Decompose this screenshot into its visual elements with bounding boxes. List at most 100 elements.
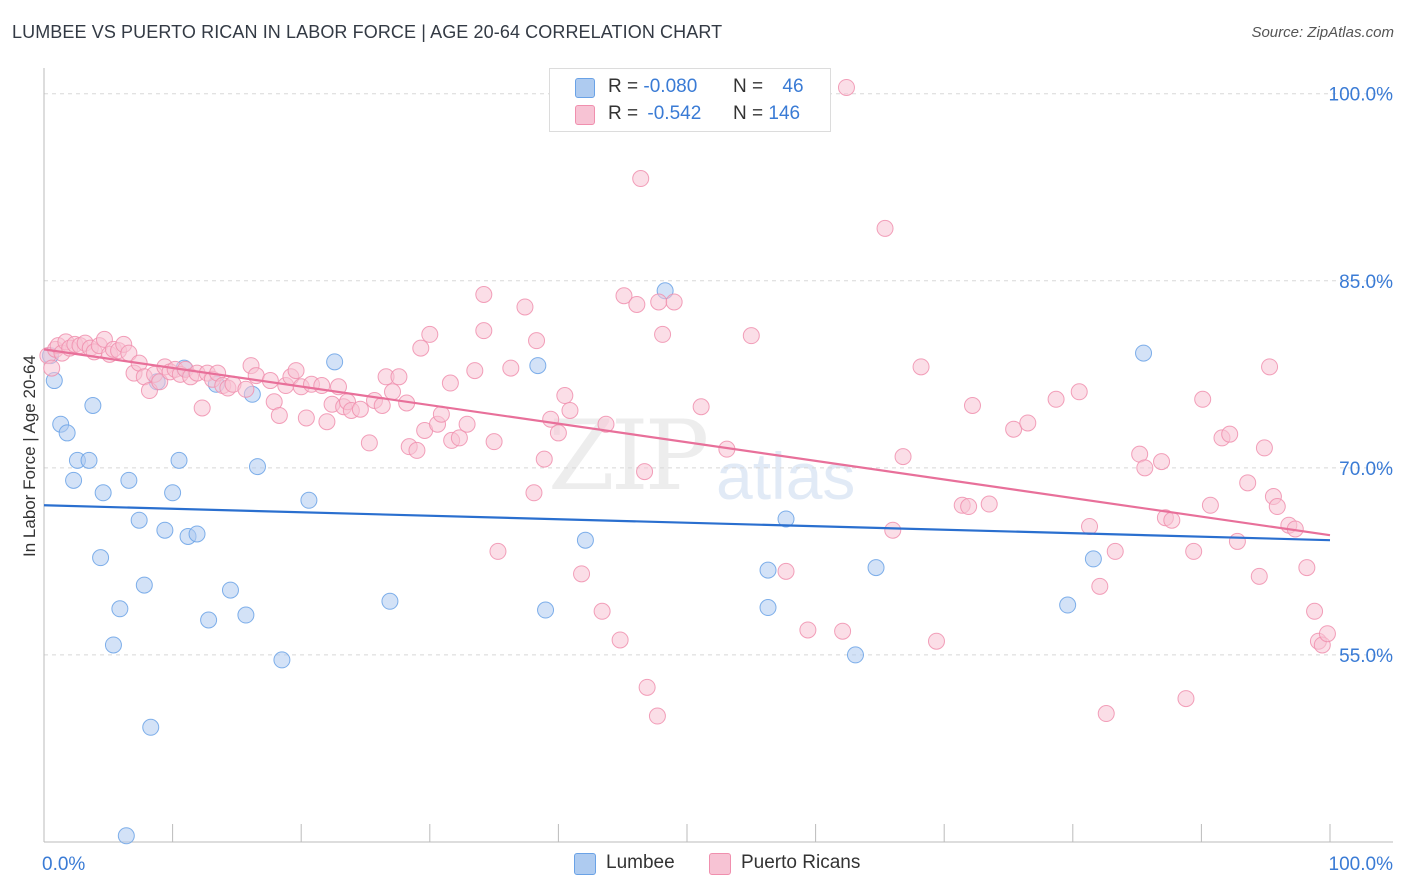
lumbee-swatch xyxy=(575,78,595,98)
watermark-zip: ZIP xyxy=(548,400,709,512)
puerto-point-110 xyxy=(837,78,855,96)
legend-row-lumbee: R = -0.080 N = 46 xyxy=(550,74,830,100)
y-tick-labels: 55.0% 70.0% 85.0% 100.0% xyxy=(1329,85,1394,667)
puerto-point-123 xyxy=(1047,390,1065,408)
puerto-point-94 xyxy=(611,631,629,649)
puerto-point-120 xyxy=(980,495,998,513)
puerto-point-80 xyxy=(485,433,503,451)
lumbee-trend-line xyxy=(43,504,1331,542)
lumbee-point-28 xyxy=(248,458,266,476)
y-tick-label-1: 70.0% xyxy=(1339,459,1393,480)
puerto-point-73 xyxy=(441,374,459,392)
lumbee-point-3 xyxy=(58,424,76,442)
puerto-point-115 xyxy=(912,358,930,376)
puerto-point-95 xyxy=(615,287,633,305)
puerto-point-76 xyxy=(458,415,476,433)
puerto-point-149 xyxy=(1298,559,1316,577)
puerto-point-125 xyxy=(1081,517,1099,535)
lumbee-point-32 xyxy=(381,592,399,610)
puerto-point-83 xyxy=(516,298,534,316)
puerto-r-label: R = xyxy=(608,103,639,124)
bottom-legend-lumbee[interactable]: Lumbee xyxy=(574,852,675,875)
puerto-point-127 xyxy=(1097,705,1115,723)
puerto-point-103 xyxy=(665,293,683,311)
puerto-point-32 xyxy=(193,399,211,417)
puerto-point-136 xyxy=(1194,390,1212,408)
lumbee-n-value: 46 xyxy=(782,76,804,97)
puerto-point-121 xyxy=(1005,420,1023,438)
puerto-n-label: N = xyxy=(733,103,764,124)
lumbee-point-29 xyxy=(273,651,291,669)
y-tick-label-2: 85.0% xyxy=(1339,272,1393,293)
puerto-point-124 xyxy=(1070,383,1088,401)
lumbee-point-18 xyxy=(164,484,182,502)
lumbee-point-31 xyxy=(326,353,344,371)
puerto-point-85 xyxy=(528,332,546,350)
lumbee-point-35 xyxy=(576,531,594,549)
lumbee-point-14 xyxy=(135,576,153,594)
lumbee-point-13 xyxy=(130,511,148,529)
bottom-lumbee-swatch xyxy=(574,853,596,875)
puerto-point-92 xyxy=(593,602,611,620)
y-tick-label-3: 100.0% xyxy=(1329,85,1394,106)
puerto-point-111 xyxy=(834,622,852,640)
puerto-point-1 xyxy=(43,359,61,377)
lumbee-point-44 xyxy=(1135,344,1153,362)
lumbee-point-34 xyxy=(537,601,555,619)
puerto-point-146 xyxy=(1268,498,1286,516)
puerto-point-78 xyxy=(475,285,493,303)
lumbee-r-value: -0.080 xyxy=(643,76,698,97)
puerto-point-64 xyxy=(390,368,408,386)
lumbee-point-38 xyxy=(759,599,777,617)
puerto-point-119 xyxy=(963,396,981,414)
puerto-point-128 xyxy=(1106,542,1124,560)
y-tick-label-0: 55.0% xyxy=(1339,646,1393,667)
lumbee-point-39 xyxy=(777,510,795,528)
puerto-point-86 xyxy=(535,450,553,468)
puerto-point-93 xyxy=(597,415,615,433)
puerto-point-126 xyxy=(1091,577,1109,595)
puerto-point-137 xyxy=(1201,496,1219,514)
puerto-point-88 xyxy=(549,424,567,442)
puerto-point-153 xyxy=(1318,625,1336,643)
puerto-point-106 xyxy=(742,327,760,345)
puerto-point-113 xyxy=(884,521,902,539)
lumbee-point-11 xyxy=(111,600,129,618)
y-axis-title: In Labor Force | Age 20-64 xyxy=(20,355,39,557)
bottom-legend-puerto[interactable]: Puerto Ricans xyxy=(709,852,861,875)
puerto-point-116 xyxy=(927,632,945,650)
puerto-point-130 xyxy=(1136,459,1154,477)
puerto-point-144 xyxy=(1261,358,1279,376)
puerto-point-90 xyxy=(561,401,579,419)
puerto-point-134 xyxy=(1177,690,1195,708)
puerto-point-39 xyxy=(237,380,255,398)
axes xyxy=(43,68,1393,843)
lumbee-point-26 xyxy=(237,606,255,624)
puerto-point-143 xyxy=(1255,439,1273,457)
lumbee-n-label: N = xyxy=(733,76,764,97)
lumbee-point-17 xyxy=(156,521,174,539)
legend-row-puerto: R = -0.542 N = 146 xyxy=(550,101,830,127)
lumbee-point-6 xyxy=(80,451,98,469)
lumbee-point-23 xyxy=(200,611,218,629)
puerto-point-24 xyxy=(151,373,169,391)
trend-lines xyxy=(43,348,1331,542)
x-tick-label-right: 100.0% xyxy=(1329,854,1394,875)
lumbee-point-4 xyxy=(65,471,83,489)
puerto-point-82 xyxy=(502,359,520,377)
lumbee-point-10 xyxy=(104,636,122,654)
puerto-point-63 xyxy=(384,383,402,401)
puerto-point-44 xyxy=(270,406,288,424)
lumbee-point-45 xyxy=(117,827,135,845)
lumbee-point-37 xyxy=(759,561,777,579)
puerto-point-67 xyxy=(408,441,426,459)
puerto-point-100 xyxy=(650,293,668,311)
bottom-puerto-swatch xyxy=(709,853,731,875)
puerto-point-140 xyxy=(1228,532,1246,550)
puerto-point-49 xyxy=(297,409,315,427)
correlation-legend: R = -0.080 N = 46 R = -0.542 N = 146 xyxy=(549,68,831,132)
bottom-puerto-label: Puerto Ricans xyxy=(741,852,861,873)
puerto-point-98 xyxy=(638,678,656,696)
puerto-point-101 xyxy=(648,707,666,725)
